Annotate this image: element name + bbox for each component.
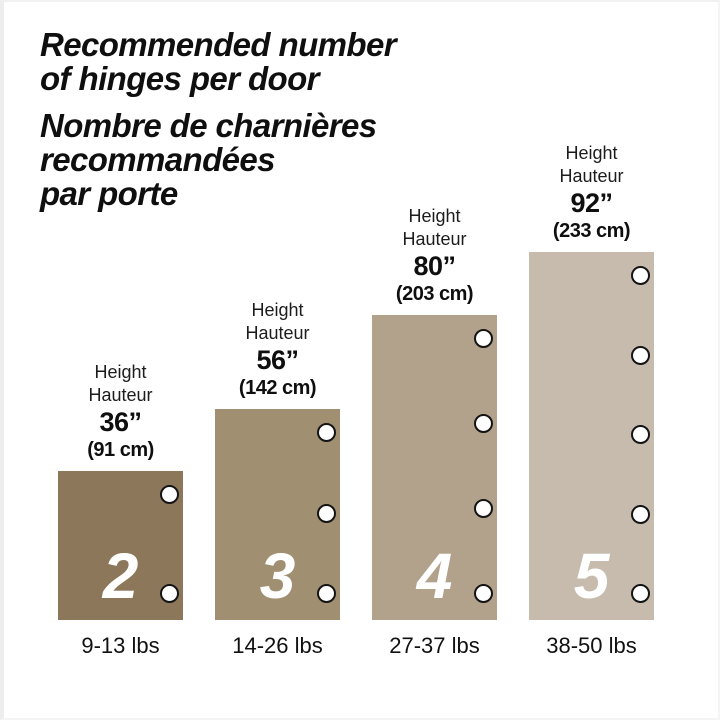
door-4-header: Height Hauteur 92” (233 cm) [552, 142, 631, 243]
hinges-per-door-chart: Height Hauteur 36” (91 cm) 2 9-13 lbs He… [58, 142, 654, 658]
height-inches-value: 56” [256, 345, 299, 376]
height-label-en: Height [94, 361, 147, 382]
hinge-dot [474, 499, 493, 519]
height-cm-value: (233 cm) [552, 220, 631, 243]
hinge-count-number: 5 [573, 539, 610, 612]
hinge-dot [317, 423, 336, 443]
door-3-header: Height Hauteur 80” (203 cm) [395, 205, 474, 306]
hinge-dot [474, 329, 493, 349]
height-label-fr: Hauteur [245, 323, 310, 344]
hinge-dot [317, 584, 336, 604]
hinge-dot [631, 425, 650, 445]
weight-range-label: 38-50 lbs [546, 632, 637, 658]
title-block: Recommended number of hinges per door No… [40, 26, 397, 212]
hinge-dot [474, 414, 493, 434]
title-french: Nombre de charnières recommandées par po… [40, 106, 396, 212]
title-fr-line2: recommandées [40, 140, 276, 178]
hinge-dot [631, 504, 650, 524]
hinge-dot [160, 485, 179, 505]
height-cm-value: (142 cm) [238, 377, 317, 400]
door-bar-2: 3 [215, 408, 340, 620]
door-column-4: Height Hauteur 92” (233 cm) 5 38-50 lbs [529, 142, 654, 658]
title-fr-line3: par porte [40, 174, 178, 212]
weight-range-label: 27-37 lbs [389, 632, 480, 658]
weight-range-label: 14-26 lbs [232, 632, 323, 658]
hinge-count-number: 2 [102, 539, 139, 612]
height-inches-value: 80” [413, 251, 456, 282]
hinge-dot [631, 584, 650, 604]
title-english: Recommended number of hinges per door [40, 26, 397, 97]
title-fr-line1: Nombre de charnières [40, 106, 377, 144]
door-column-1: Height Hauteur 36” (91 cm) 2 9-13 lbs [58, 361, 183, 658]
door-bar-4: 5 [529, 251, 654, 620]
hinge-dot [474, 584, 493, 604]
height-label-en: Height [251, 299, 304, 320]
height-cm-value: (91 cm) [87, 439, 154, 462]
height-label-en: Height [408, 205, 461, 226]
door-column-3: Height Hauteur 80” (203 cm) 4 27-37 lbs [372, 205, 497, 658]
height-cm-value: (203 cm) [395, 283, 474, 306]
height-inches-value: 92” [570, 188, 613, 219]
door-bar-1: 2 [58, 470, 183, 620]
hinge-dot [631, 266, 650, 286]
title-en-line1: Recommended number [40, 26, 397, 63]
title-en-line2: of hinges per door [40, 59, 319, 97]
hinge-dot [160, 584, 179, 604]
height-label-en: Height [565, 142, 618, 163]
door-column-2: Height Hauteur 56” (142 cm) 3 14-26 lbs [215, 299, 340, 658]
hinge-dot [317, 503, 336, 523]
height-inches-value: 36” [99, 407, 142, 438]
height-label-fr: Hauteur [88, 385, 153, 406]
hinge-dot [631, 345, 650, 365]
door-bar-3: 4 [372, 314, 497, 620]
door-1-header: Height Hauteur 36” (91 cm) [87, 361, 154, 462]
hinge-count-number: 3 [259, 539, 296, 612]
height-label-fr: Hauteur [559, 166, 624, 187]
height-label-fr: Hauteur [402, 229, 467, 250]
hinge-count-number: 4 [416, 539, 453, 612]
door-2-header: Height Hauteur 56” (142 cm) [238, 299, 317, 400]
weight-range-label: 9-13 lbs [81, 632, 160, 658]
